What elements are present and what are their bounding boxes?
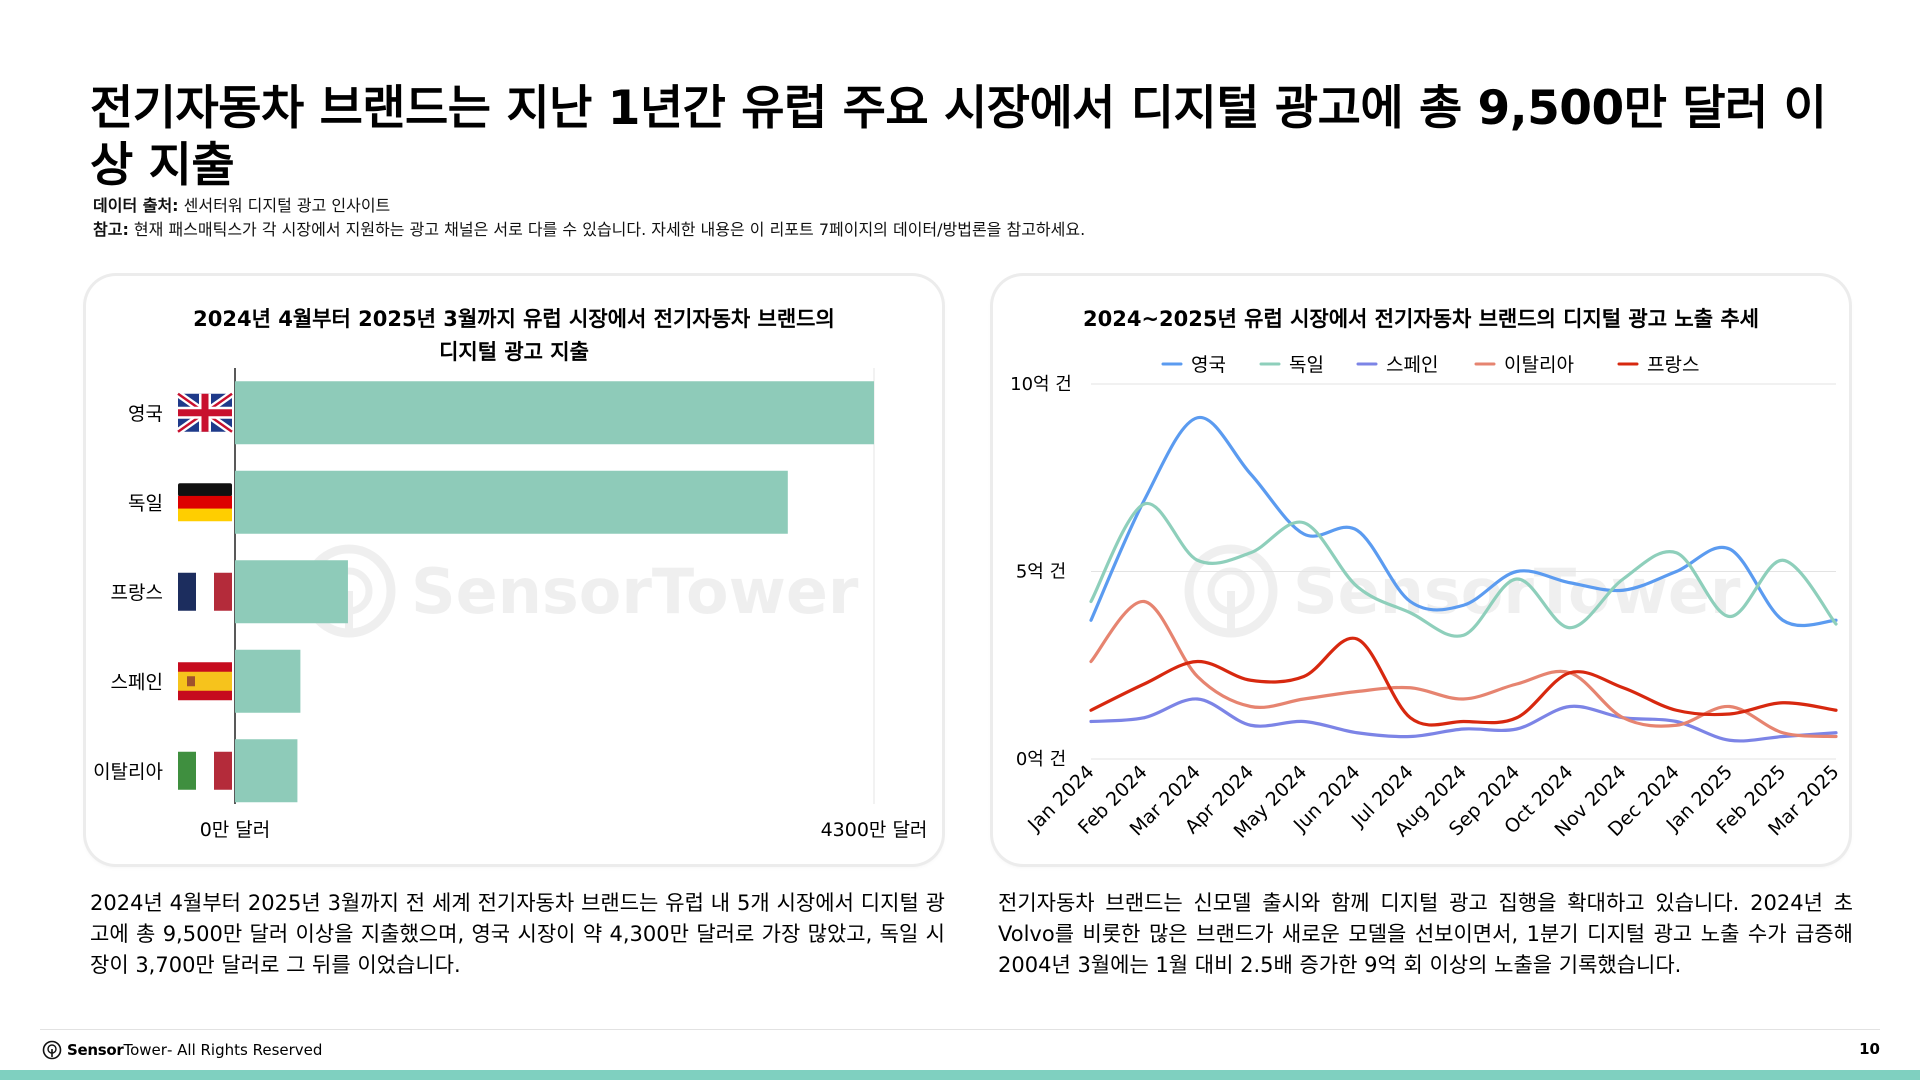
impression-chart-title: 2024~2025년 유럽 시장에서 전기자동차 브랜드의 디지털 광고 노출 … (1083, 307, 1759, 331)
series-line-3 (1089, 599, 1838, 739)
y-tick-label-10: 10억 건 (1010, 374, 1072, 395)
note-label: 참고: (93, 220, 129, 239)
footer-brand: Sensor Tower - All Rights Reserved (42, 1040, 322, 1060)
sensortower-logo-icon (42, 1040, 62, 1060)
watermark: SensorTower (302, 544, 859, 638)
watermark-text: SensorTower (411, 555, 859, 628)
series-line-4 (1089, 636, 1838, 727)
uk-flag-icon (175, 390, 235, 435)
category-label-3: 스페인 (111, 671, 163, 693)
category-label-1: 독일 (128, 492, 163, 514)
footer-brand-light: Tower (123, 1041, 167, 1059)
spain-flag-icon (178, 662, 232, 701)
x-max-label: 4300만 달러 (821, 819, 928, 841)
watermark: SensorTower (1184, 544, 1741, 638)
germany-flag-icon (178, 483, 232, 522)
source-notes: 데이터 출처: 센서터워 디지털 광고 인사이트 참고: 현재 패스매틱스가 각… (93, 194, 1085, 242)
footer-divider (40, 1029, 1880, 1030)
spend-chart-title-line1: 2024년 4월부터 2025년 3월까지 유럽 시장에서 전기자동차 브랜드의 (193, 307, 835, 331)
y-tick-label-0: 0억 건 (1016, 749, 1066, 770)
y-tick-label-5: 5억 건 (1016, 562, 1066, 583)
note-line: 참고: 현재 패스매틱스가 각 시장에서 지원하는 광고 채널은 서로 다를 수… (93, 218, 1085, 242)
impression-chart-card: 2024~2025년 유럽 시장에서 전기자동차 브랜드의 디지털 광고 노출 … (993, 276, 1849, 864)
series-line-1 (1089, 502, 1838, 638)
spend-chart-card: 2024년 4월부터 2025년 3월까지 유럽 시장에서 전기자동차 브랜드의… (86, 276, 942, 864)
legend-label-2: 스페인 (1386, 354, 1438, 376)
bar-2 (235, 560, 348, 624)
impression-description: 전기자동차 브랜드는 신모델 출시와 함께 디지털 광고 집행을 확대하고 있습… (998, 891, 1853, 977)
spend-chart-title-line2: 디지털 광고 지출 (439, 340, 589, 364)
page-number: 10 (1859, 1040, 1880, 1058)
spend-description: 2024년 4월부터 2025년 3월까지 전 세계 전기자동차 브랜드는 유럽… (90, 891, 945, 977)
watermark-text: SensorTower (1293, 555, 1741, 628)
source-text: 센서터워 디지털 광고 인사이트 (178, 196, 391, 215)
france-flag-icon (178, 572, 232, 611)
bar-0 (235, 381, 874, 445)
category-label-4: 이탈리아 (93, 761, 163, 783)
series-line-0 (1089, 416, 1838, 628)
footer-brand-bold: Sensor (67, 1041, 124, 1059)
legend-label-4: 프랑스 (1647, 354, 1699, 376)
spend-chart-title: 2024년 4월부터 2025년 3월까지 유럽 시장에서 전기자동차 브랜드의… (86, 303, 942, 369)
bar-1 (235, 470, 788, 534)
legend-label-0: 영국 (1191, 354, 1226, 376)
bottom-accent-bar (0, 1070, 1920, 1080)
bar-4 (235, 739, 298, 803)
source-line: 데이터 출처: 센서터워 디지털 광고 인사이트 (93, 194, 1085, 218)
footer-rights: - All Rights Reserved (166, 1041, 323, 1059)
x-min-label: 0만 달러 (200, 819, 271, 841)
category-label-0: 영국 (128, 403, 163, 425)
source-label: 데이터 출처: (93, 196, 179, 215)
series-line-2 (1089, 697, 1838, 743)
italy-flag-icon (178, 751, 232, 790)
bar-3 (235, 649, 301, 713)
note-text: 현재 패스매틱스가 각 시장에서 지원하는 광고 채널은 서로 다를 수 있습니… (128, 220, 1086, 239)
category-label-2: 프랑스 (111, 582, 163, 604)
impression-line-chart: SensorTower 0억 건 5억 건 10억 건 영국 독일 스페인 이탈리아 프랑스… (1010, 354, 1843, 843)
page-title: 전기자동차 브랜드는 지난 1년간 유럽 주요 시장에서 디지털 광고에 총 9… (90, 81, 1827, 193)
legend-label-1: 독일 (1289, 354, 1324, 376)
legend-label-3: 이탈리아 (1504, 354, 1574, 376)
